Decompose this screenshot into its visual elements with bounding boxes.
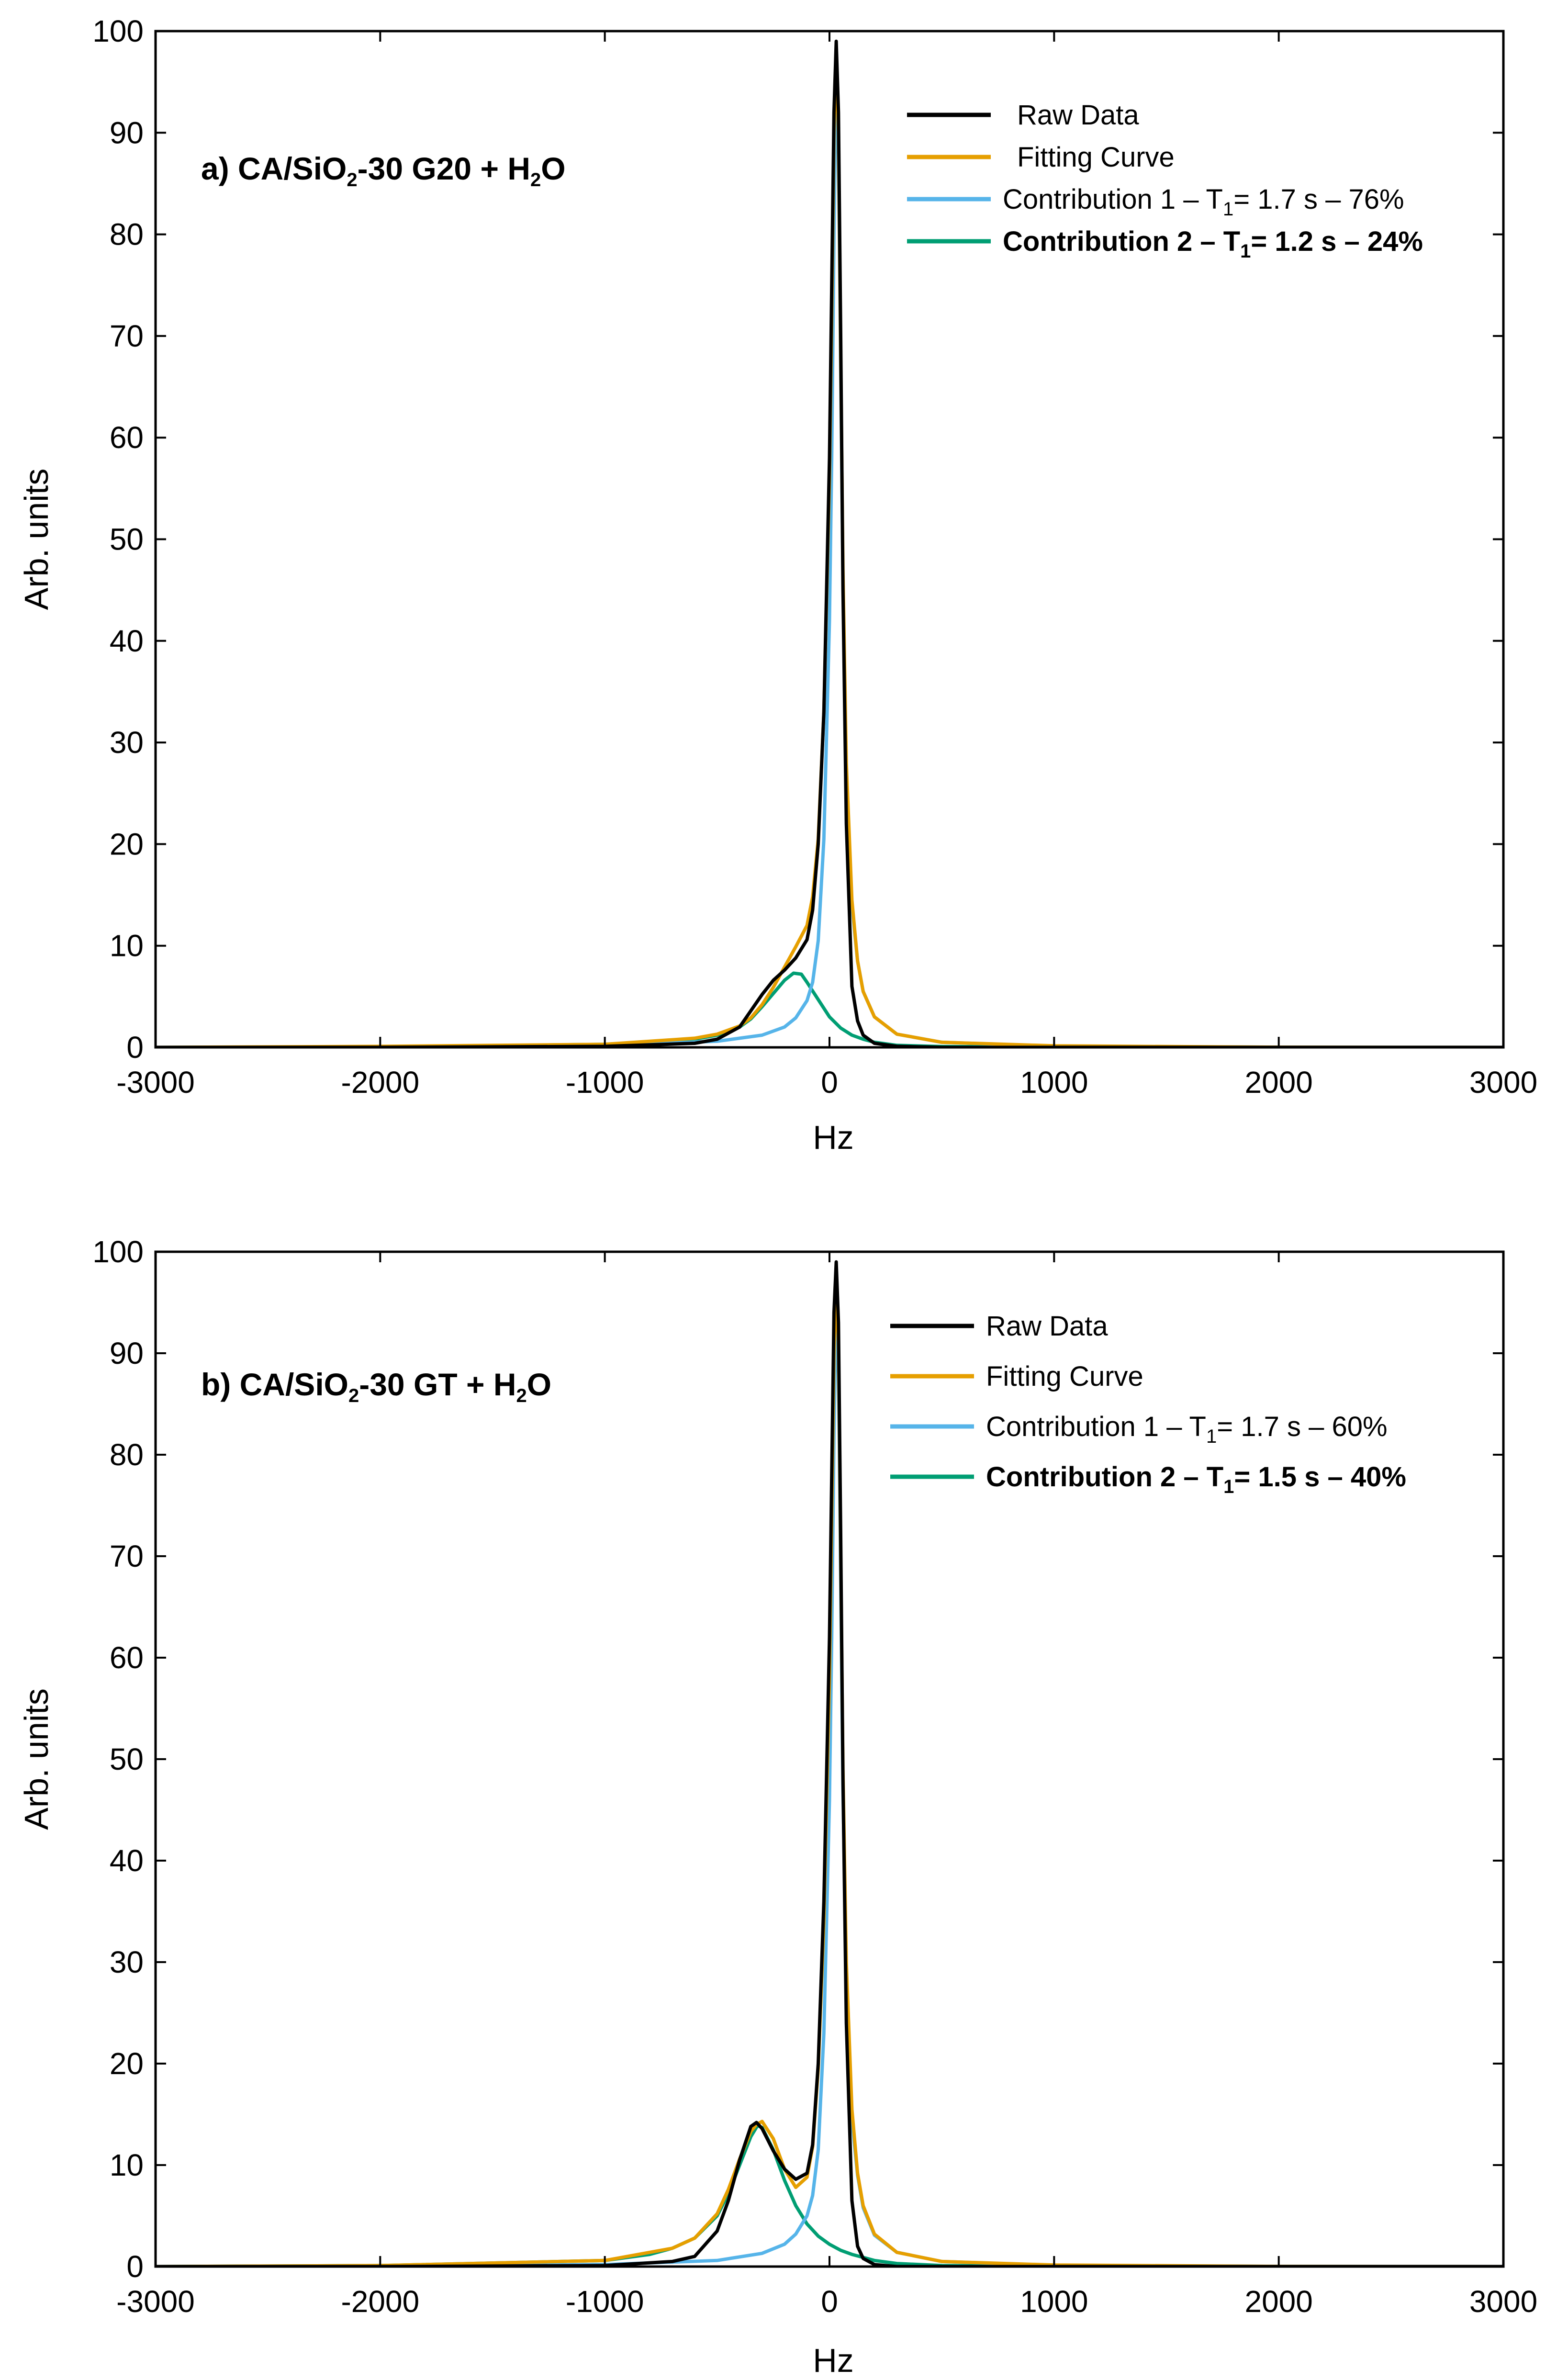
panel-title-part: O	[541, 151, 565, 186]
y-tick-label: 80	[110, 217, 144, 252]
panel-title-part: O	[527, 1367, 551, 1402]
panel-title-part: 2	[530, 169, 541, 191]
legend-label-0: Raw Data	[986, 1311, 1108, 1342]
legend-label-3-part: 1	[1223, 1476, 1234, 1497]
panel-title-part: -30 GT + H	[359, 1367, 516, 1402]
x-tick-label: 2000	[1244, 2284, 1312, 2319]
y-tick-label: 40	[110, 1843, 144, 1878]
legend-label-3-part: 1	[1240, 241, 1251, 262]
y-tick-label: 70	[110, 319, 144, 353]
legend-label-2-part: = 1.7 s – 60%	[1217, 1411, 1387, 1442]
x-tick-label: 0	[821, 2284, 838, 2319]
y-tick-label: 30	[110, 725, 144, 760]
x-tick-label: -2000	[341, 1065, 419, 1100]
y-tick-label: 50	[110, 522, 144, 557]
legend-label-2: Contribution 1 – T1= 1.7 s – 60%	[986, 1411, 1388, 1447]
panel-title: a) CA/SiO2-30 G20 + H2O	[201, 151, 566, 191]
y-tick-label: 100	[92, 1235, 144, 1269]
y-tick-label: 90	[110, 1336, 144, 1370]
legend-label-2-part: Contribution 1 – T	[986, 1411, 1206, 1442]
legend-label-2-part: Contribution 1 – T	[1003, 184, 1223, 215]
legend-label-2-part: 1	[1223, 199, 1233, 220]
y-tick-label: 100	[92, 14, 144, 48]
legend-label-3: Contribution 2 – T1= 1.2 s – 24%	[1003, 226, 1423, 262]
panel-b: -3000 -2000 -1000 0 1000 2000 3000 0 10 20 30 40 50 6…	[18, 1235, 1537, 2379]
panel-title: b) CA/SiO2-30 GT + H2O	[201, 1367, 551, 1406]
legend-label-3-part: Contribution 2 – T	[1003, 226, 1240, 257]
y-tick-label: 20	[110, 827, 144, 861]
series-line-0	[156, 1260, 1503, 2267]
x-axis-label: Hz	[813, 1119, 854, 1156]
y-axis-label: Arb. units	[18, 469, 55, 610]
x-tick-label: 3000	[1469, 1065, 1537, 1100]
panel-title-part: -30 G20 + H	[358, 151, 530, 186]
y-tick-label: 50	[110, 1742, 144, 1776]
y-tick-label: 80	[110, 1437, 144, 1472]
legend-label-2-part: 1	[1206, 1426, 1217, 1447]
y-tick-label: 60	[110, 1640, 144, 1675]
legend-label-3-part: = 1.2 s – 24%	[1251, 226, 1423, 257]
y-tick-label: 20	[110, 2046, 144, 2081]
legend-label-3: Contribution 2 – T1= 1.5 s – 40%	[986, 1461, 1406, 1497]
legend-label-3-part: Contribution 2 – T	[986, 1461, 1223, 1493]
x-tick-label: -2000	[341, 2284, 419, 2319]
panel-title-part: 2	[516, 1385, 527, 1406]
y-tick-label: 40	[110, 624, 144, 658]
x-tick-label: -3000	[116, 1065, 195, 1100]
legend-label-1: Fitting Curve	[986, 1361, 1143, 1392]
panel-a: -3000 -2000 -1000 0 1000 2000 3000 0 10 20 30 40 50 6…	[18, 14, 1537, 1156]
x-tick-label: -1000	[566, 2284, 644, 2319]
panel-title-part: b) CA/SiO	[201, 1367, 348, 1402]
x-tick-label: 1000	[1020, 2284, 1088, 2319]
y-tick-label: 0	[126, 2249, 144, 2284]
legend-label-2: Contribution 1 – T1= 1.7 s – 76%	[1003, 184, 1404, 220]
y-tick-label: 10	[110, 2148, 144, 2182]
y-tick-label: 10	[110, 929, 144, 963]
y-tick-label: 30	[110, 1945, 144, 1979]
x-tick-label: 1000	[1020, 1065, 1088, 1100]
x-tick-label: 0	[821, 1065, 838, 1100]
panel-title-part: a) CA/SiO	[201, 151, 347, 186]
panel-title-part: 2	[348, 1385, 359, 1406]
y-tick-label: 70	[110, 1539, 144, 1573]
legend-label-2-part: = 1.7 s – 76%	[1233, 184, 1404, 215]
x-tick-label: 3000	[1469, 2284, 1537, 2319]
x-axis-label: Hz	[813, 2342, 854, 2379]
y-axis-label: Arb. units	[18, 1688, 55, 1830]
panel-title-part: 2	[347, 169, 357, 191]
legend-label-0: Raw Data	[1017, 100, 1139, 131]
y-tick-label: 0	[126, 1030, 144, 1065]
y-tick-label: 60	[110, 420, 144, 455]
y-tick-label: 90	[110, 115, 144, 150]
legend-label-1: Fitting Curve	[1017, 142, 1175, 173]
x-tick-label: 2000	[1244, 1065, 1312, 1100]
x-tick-label: -3000	[116, 2284, 195, 2319]
legend-label-3-part: = 1.5 s – 40%	[1234, 1461, 1406, 1493]
x-tick-label: -1000	[566, 1065, 644, 1100]
series-line-0	[156, 39, 1503, 1047]
